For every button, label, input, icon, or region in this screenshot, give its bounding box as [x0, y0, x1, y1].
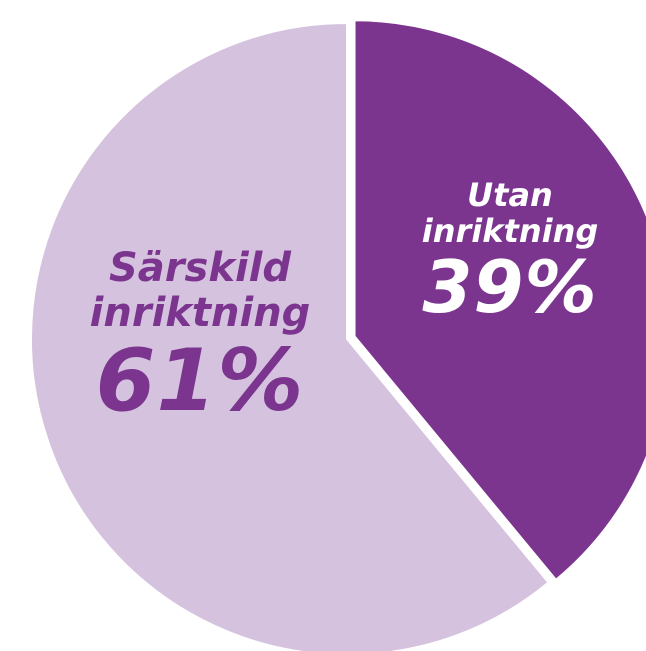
slice-name-line-2: inriktning [421, 211, 599, 250]
pie-slice-1 [30, 21, 550, 651]
pie-slice-0 [353, 19, 646, 582]
slice-label-sarskild: Särskild inriktning 61% [70, 246, 330, 426]
slice-value-label: 39% [422, 244, 598, 329]
pie-slices [30, 19, 646, 651]
slice-name-line-1: Särskild [109, 245, 291, 291]
slice-value-label: 61% [95, 330, 305, 431]
slice-name-line-2: inriktning [89, 289, 311, 336]
slice-label-utan: Utan inriktning 39% [400, 176, 620, 329]
slice-name-line-1: Utan [467, 176, 553, 214]
